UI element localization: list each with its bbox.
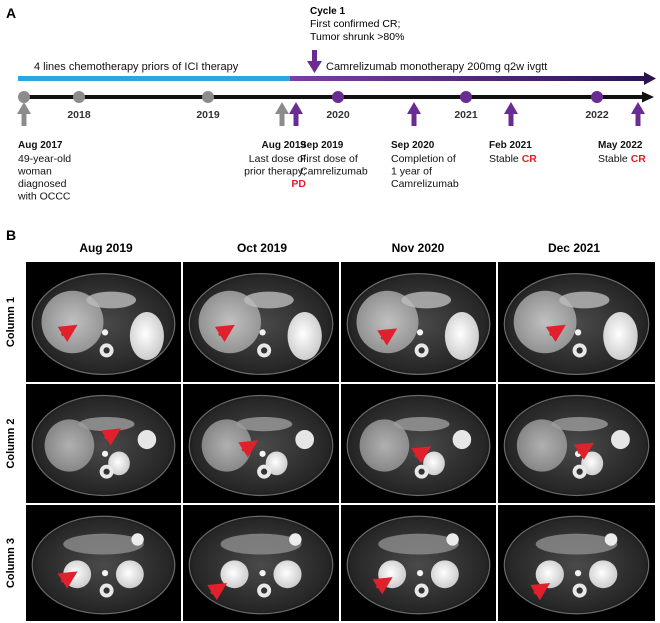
- year-label-2020: 2020: [326, 109, 350, 121]
- cycle-note-title: Cycle 1: [310, 6, 345, 17]
- year-label-2019: 2019: [196, 109, 220, 121]
- year-marker-2021: [460, 91, 472, 103]
- year-marker-2018: [73, 91, 85, 103]
- year-label-2018: 2018: [67, 109, 91, 121]
- event-arrow-shaft: [508, 113, 514, 126]
- year-label-2021: 2021: [454, 109, 478, 121]
- event-red-term: CR: [631, 153, 647, 165]
- event-line: with OCCC: [17, 191, 71, 203]
- cycle-note: Cycle 1 First confirmed CR; Tumor shrunk…: [310, 6, 404, 43]
- event-arrow-head: [407, 102, 421, 114]
- event-arrow-head: [275, 102, 289, 114]
- event-line: Last dose of: [249, 153, 306, 165]
- event-arrow-head: [17, 102, 31, 114]
- event-line: Camrelizumab: [300, 166, 368, 178]
- column-header: Oct 2019: [237, 241, 287, 255]
- event-line: First dose of: [300, 153, 358, 165]
- mri-scan: [498, 384, 655, 503]
- event-arrow-shaft: [293, 113, 299, 126]
- year-marker-2022: [591, 91, 603, 103]
- lesion-arrow: [214, 324, 235, 343]
- column-headers: Aug 2019 Oct 2019 Nov 2020 Dec 2021: [79, 241, 600, 255]
- event-arrow-head: [631, 102, 645, 114]
- mri-scan: [26, 505, 181, 621]
- panel-b-letter: B: [6, 227, 16, 243]
- mri-scan: [341, 384, 496, 503]
- column-header: Dec 2021: [548, 241, 600, 255]
- mri-scan: [341, 505, 496, 621]
- year-label-2022: 2022: [585, 109, 609, 121]
- event-red-term: CR: [522, 153, 538, 165]
- mri-scan: [183, 262, 339, 382]
- row-headers: Column 1 Column 2 Column 3: [5, 297, 17, 588]
- event-date: Sep 2019: [300, 140, 344, 151]
- immuno-bar: [290, 72, 656, 85]
- event-arrow-shaft: [279, 113, 285, 126]
- lesion-arrow: [57, 571, 78, 589]
- event-line: Camrelizumab: [391, 178, 459, 190]
- event-red-term: PD: [291, 178, 306, 190]
- mri-scan: [498, 505, 655, 621]
- event-line: woman: [17, 166, 52, 178]
- lesion-arrow: [545, 324, 566, 343]
- lesion-arrow: [377, 328, 398, 346]
- panel-a-letter: A: [6, 5, 16, 21]
- event-date: Feb 2021: [489, 140, 532, 151]
- mri-scan: [341, 262, 496, 382]
- event-date: Sep 2020: [391, 140, 435, 151]
- event-arrow-head: [289, 102, 303, 114]
- mri-scan: [26, 384, 181, 503]
- event-arrow-shaft: [635, 113, 641, 126]
- mri-scan: [498, 262, 655, 382]
- event-arrow-shaft: [21, 113, 27, 126]
- event-arrows: [17, 102, 645, 126]
- column-header: Aug 2019: [79, 241, 133, 255]
- year-markers: 2018 2019 2020 2021 2022: [67, 91, 609, 121]
- row-header: Column 1: [5, 297, 17, 347]
- lesion-arrow: [411, 446, 432, 464]
- year-marker-2019: [202, 91, 214, 103]
- year-marker-2020: [332, 91, 344, 103]
- lesion-arrow: [372, 577, 393, 595]
- event-line: diagnosed: [18, 178, 67, 190]
- lesion-arrow: [238, 440, 259, 458]
- event-line: Completion of: [391, 153, 456, 165]
- row-header: Column 3: [5, 538, 17, 588]
- timeline-arrow-head: [642, 91, 654, 103]
- mri-scan: [183, 505, 339, 621]
- event-line: Stable CR: [489, 153, 537, 165]
- event-line: prior therapy;: [244, 166, 306, 178]
- event-arrow-shaft: [411, 113, 417, 126]
- row-header: Column 2: [5, 418, 17, 468]
- lesion-arrow: [574, 442, 595, 460]
- event-date: May 2022: [598, 140, 643, 151]
- chemo-bar: [18, 76, 290, 81]
- event-line: 49-year-old: [18, 153, 71, 165]
- lesion-arrow: [57, 324, 78, 343]
- cycle-note-line-2: Tumor shrunk >80%: [310, 31, 404, 43]
- event-arrow-head: [504, 102, 518, 114]
- event-date: Aug 2019: [262, 140, 307, 151]
- mri-scan: [183, 384, 339, 503]
- column-header: Nov 2020: [392, 241, 445, 255]
- lesion-arrow: [100, 428, 121, 446]
- event-line: 1 year of: [391, 166, 432, 178]
- timeline-start-dot: [18, 91, 30, 103]
- chemo-bar-label: 4 lines chemotherapy priors of ICI thera…: [34, 61, 239, 73]
- mri-grid: [26, 262, 655, 621]
- cycle-note-line-1: First confirmed CR;: [310, 18, 400, 30]
- mri-scan: [26, 262, 181, 382]
- cycle-arrow: [307, 50, 322, 73]
- event-line: Stable CR: [598, 153, 646, 165]
- immuno-bar-label: Camrelizumab monotherapy 200mg q2w ivgtt: [326, 61, 547, 73]
- event-date: Aug 2017: [18, 140, 63, 151]
- lesion-arrow: [207, 582, 228, 601]
- lesion-arrow: [530, 582, 551, 601]
